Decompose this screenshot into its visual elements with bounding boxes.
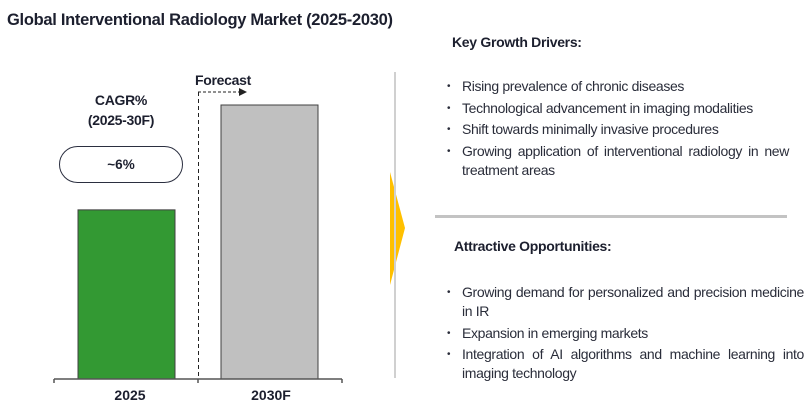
cagr-period: (2025-30F) [87, 112, 155, 128]
opportunities-list: Growing demand for personalized and prec… [447, 283, 804, 386]
cagr-value-badge: ~6% [59, 146, 183, 183]
bar-2025 [77, 209, 176, 380]
chart-title: Global Interventional Radiology Market (… [7, 11, 393, 29]
list-item: Growing demand for personalized and prec… [447, 283, 804, 321]
list-item: Shift towards minimally invasive procedu… [447, 120, 789, 139]
list-item: Expansion in emerging markets [447, 324, 804, 343]
forecast-arrow-head-icon [239, 88, 247, 96]
yellow-arrow-icon [390, 172, 405, 285]
list-item: Technological advancement in imaging mod… [447, 99, 789, 118]
drivers-list: Rising prevalence of chronic diseases Te… [447, 77, 789, 182]
list-item: Rising prevalence of chronic diseases [447, 77, 789, 96]
list-item: Growing application of interventional ra… [447, 142, 789, 180]
x-tick-label: 2025 [114, 387, 146, 403]
forecast-label: Forecast [195, 72, 251, 88]
drivers-heading: Key Growth Drivers: [452, 34, 582, 50]
section-separator [394, 72, 396, 378]
x-tick-label: 2030F [251, 387, 291, 403]
opportunities-heading: Attractive Opportunities: [454, 238, 612, 254]
list-item: Integration of AI algorithms and machine… [447, 345, 804, 383]
cagr-label: CAGR% [94, 92, 148, 108]
divider [435, 215, 787, 218]
bar-2030f [220, 104, 319, 380]
